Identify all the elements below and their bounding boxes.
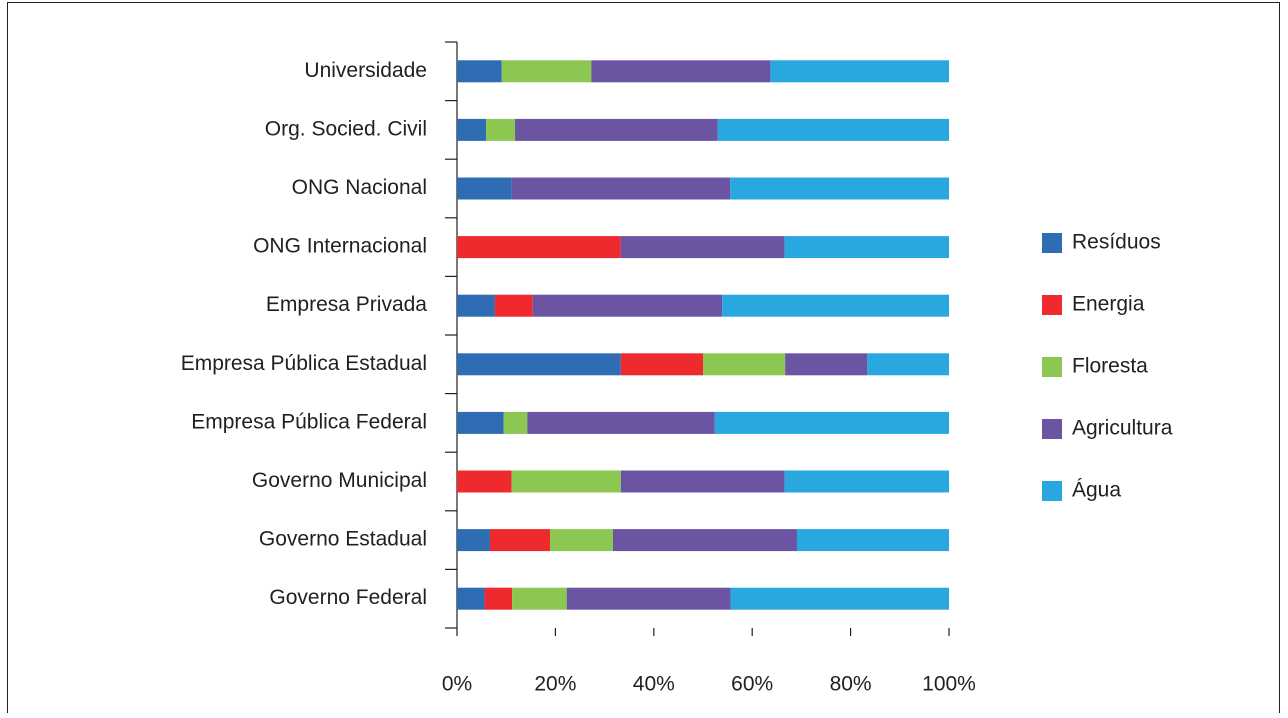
bar-segment: [457, 411, 504, 434]
bar-segment: [620, 353, 703, 376]
bar-segment: [486, 118, 516, 141]
y-tick-label: Empresa Pública Estadual: [181, 352, 427, 375]
bar-segment: [457, 529, 490, 552]
x-tick-label: 0%: [442, 673, 472, 696]
bar-segment: [457, 177, 512, 200]
y-tick-label: Universidade: [304, 59, 427, 82]
bar-segment: [612, 529, 797, 552]
bar-segment: [730, 587, 949, 610]
bar-segment: [703, 353, 786, 376]
bar-segment: [796, 529, 949, 552]
bar-segment: [457, 118, 487, 141]
bar-segment: [549, 529, 613, 552]
bar-segment: [784, 470, 949, 493]
x-tick-label: 20%: [534, 673, 576, 696]
bar-segment: [867, 353, 949, 376]
bar-segment: [722, 294, 949, 317]
bar-segment: [457, 294, 495, 317]
y-tick-label: Empresa Pública Federal: [191, 410, 427, 433]
y-tick-label: ONG Nacional: [292, 176, 427, 199]
bar-segment: [511, 177, 731, 200]
legend-swatch: [1042, 357, 1062, 377]
bar-segment: [511, 470, 621, 493]
bar-segment: [620, 470, 785, 493]
bar-segment: [770, 60, 949, 83]
x-tick-label: 100%: [922, 673, 976, 696]
bar-segment: [714, 411, 949, 434]
y-tick-label: Governo Federal: [269, 586, 427, 609]
x-tick-label: 40%: [633, 673, 675, 696]
bar-segment: [785, 353, 868, 376]
x-tick-label: 60%: [731, 673, 773, 696]
legend-swatch: [1042, 419, 1062, 439]
frame: [7, 2, 1280, 718]
bar-segment: [501, 60, 592, 83]
bar-segment: [489, 529, 550, 552]
legend-swatch: [1042, 481, 1062, 501]
bar-segment: [457, 587, 485, 610]
legend-label: Água: [1072, 479, 1121, 502]
bar-segment: [457, 236, 621, 259]
y-tick-label: Governo Municipal: [252, 469, 427, 492]
bar-segment: [484, 587, 513, 610]
bar-segment: [515, 118, 718, 141]
bar-segment: [503, 411, 528, 434]
bar-segment: [591, 60, 771, 83]
y-tick-label: Org. Socied. Civil: [265, 117, 427, 140]
bar-segment: [620, 236, 785, 259]
x-tick-label: 80%: [830, 673, 872, 696]
legend-swatch: [1042, 295, 1062, 315]
bar-segment: [512, 587, 567, 610]
bar-segment: [730, 177, 949, 200]
y-tick-label: Governo Estadual: [259, 528, 427, 551]
legend-label: Floresta: [1072, 355, 1148, 378]
legend-label: Resíduos: [1072, 231, 1161, 254]
bar-segment: [457, 470, 512, 493]
bar-segment: [457, 60, 502, 83]
legend-swatch: [1042, 233, 1062, 253]
y-tick-label: Empresa Privada: [266, 293, 427, 316]
bar-segment: [527, 411, 715, 434]
bar-segment: [457, 353, 621, 376]
bar-segment: [494, 294, 533, 317]
legend-label: Energia: [1072, 293, 1145, 316]
legend-label: Agricultura: [1072, 417, 1173, 440]
bar-segment: [566, 587, 731, 610]
bar-segment: [532, 294, 723, 317]
y-tick-label: ONG Internacional: [253, 235, 427, 258]
bar-segment: [717, 118, 949, 141]
bar-segment: [784, 236, 949, 259]
